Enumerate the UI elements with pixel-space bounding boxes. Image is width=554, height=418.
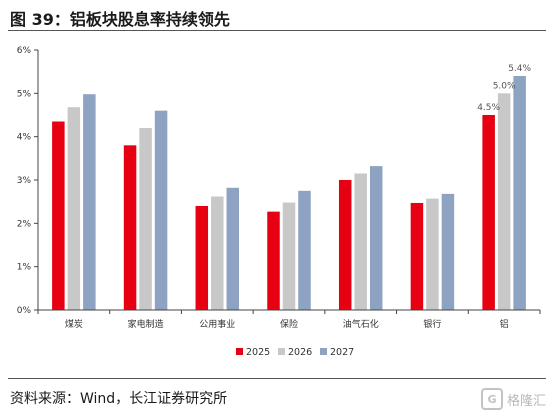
x-tick-label: 公用事业 bbox=[199, 318, 235, 330]
y-tick-label: 2% bbox=[17, 219, 32, 229]
x-tick-label: 银行 bbox=[423, 318, 441, 330]
bar bbox=[139, 128, 152, 310]
bar bbox=[154, 110, 168, 311]
y-tick-label: 0% bbox=[17, 306, 32, 316]
bar bbox=[298, 190, 311, 310]
legend-label: 2026 bbox=[288, 347, 312, 358]
legend-swatch bbox=[278, 348, 285, 355]
watermark-text: 格隆汇 bbox=[506, 393, 546, 409]
x-tick-label: 铝 bbox=[500, 318, 509, 330]
legend: 2025 2026 2027 bbox=[236, 347, 354, 358]
bar bbox=[410, 202, 424, 310]
legend-swatch bbox=[236, 348, 243, 355]
x-axis: 煤炭 家电制造 公用事业 保险 油气石化 银行 铝 bbox=[37, 309, 541, 330]
bar bbox=[482, 115, 495, 310]
bar bbox=[195, 206, 209, 310]
y-tick-label: 1% bbox=[17, 263, 32, 273]
bar bbox=[441, 193, 455, 310]
bar bbox=[497, 93, 511, 310]
bar bbox=[52, 121, 65, 310]
legend-label: 2027 bbox=[330, 347, 354, 358]
y-axis: 0% 1% 2% 3% 4% 5% 6% bbox=[17, 46, 39, 316]
watermark-logo-icon: G bbox=[480, 388, 503, 410]
legend-label: 2025 bbox=[246, 347, 270, 358]
title-rule bbox=[8, 30, 546, 31]
bar-chart: 0% 1% 2% 3% 4% 5% 6% 煤炭 家电制造 公用事业 保险 油气石化 银行 铝 4.5% 5… bbox=[17, 46, 541, 358]
x-tick-label: 油气石化 bbox=[343, 318, 379, 330]
y-tick-label: 4% bbox=[17, 133, 32, 143]
bar bbox=[369, 166, 383, 310]
data-label: 5.4% bbox=[508, 64, 531, 74]
x-tick-label: 保险 bbox=[280, 318, 298, 330]
y-tick-label: 3% bbox=[17, 176, 32, 186]
bar bbox=[83, 94, 96, 310]
bar bbox=[211, 196, 224, 310]
bar bbox=[338, 180, 352, 310]
bar bbox=[226, 187, 240, 310]
bar bbox=[354, 173, 367, 310]
y-tick-label: 6% bbox=[17, 46, 32, 56]
source-rule bbox=[8, 378, 546, 379]
legend-swatch bbox=[320, 348, 327, 355]
bar bbox=[123, 145, 137, 310]
bar bbox=[67, 107, 81, 310]
source-note: 资料来源：Wind，长江证券研究所 bbox=[10, 391, 228, 407]
bars bbox=[52, 76, 526, 311]
data-labels: 4.5% 5.0% 5.4% bbox=[477, 64, 531, 113]
data-label: 4.5% bbox=[477, 103, 500, 113]
bar bbox=[513, 76, 526, 310]
bar bbox=[426, 198, 439, 310]
figure-title: 图 39：铝板块股息率持续领先 bbox=[10, 10, 230, 29]
bar bbox=[267, 211, 280, 310]
x-tick-label: 煤炭 bbox=[65, 318, 83, 330]
x-tick-label: 家电制造 bbox=[128, 318, 164, 330]
y-tick-label: 5% bbox=[17, 89, 32, 99]
data-label: 5.0% bbox=[493, 81, 516, 91]
bar bbox=[282, 202, 296, 310]
watermark: G 格隆汇 bbox=[480, 388, 546, 410]
